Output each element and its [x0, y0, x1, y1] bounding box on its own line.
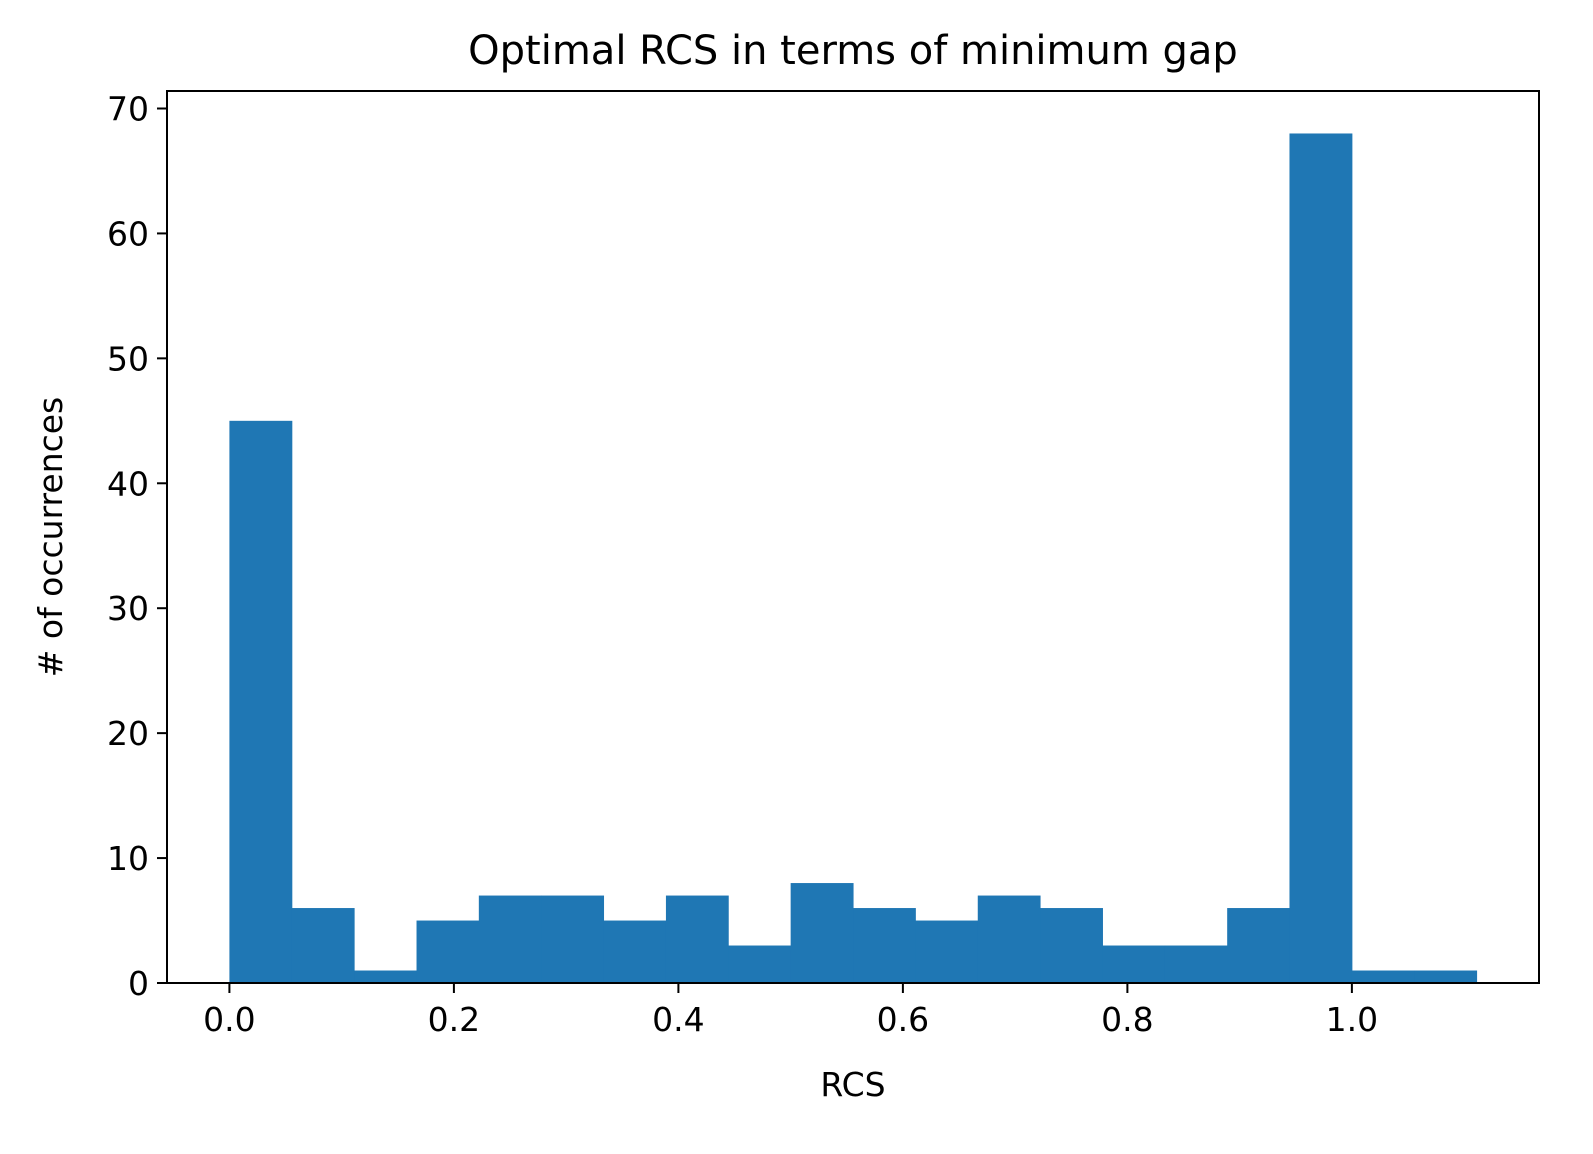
- histogram-bar: [291, 908, 355, 983]
- y-tick-label: 70: [107, 89, 149, 128]
- y-axis-ticks: 0 10 20 30 40 50 60 70: [107, 89, 167, 1003]
- y-tick-label: 20: [107, 714, 149, 753]
- y-tick-label: 40: [107, 464, 149, 503]
- histogram-bar: [665, 895, 729, 983]
- x-tick-label: 0.0: [203, 1000, 255, 1039]
- y-tick-label: 10: [107, 839, 149, 878]
- bars-group: [229, 133, 1478, 983]
- histogram-bar: [229, 420, 293, 983]
- plot-frame: [166, 90, 1540, 984]
- histogram-bar: [915, 920, 979, 983]
- histogram-bar: [977, 895, 1041, 983]
- y-axis-label: # of occurrences: [31, 397, 70, 678]
- histogram-bar: [1351, 970, 1415, 983]
- histogram-bar: [354, 970, 418, 983]
- y-tick-label: 60: [107, 214, 149, 253]
- y-tick-label: 0: [128, 964, 149, 1003]
- histogram-bar: [853, 908, 916, 983]
- histogram-bar: [541, 895, 605, 983]
- histogram-bar: [1040, 908, 1103, 983]
- histogram-bar: [478, 895, 542, 983]
- histogram-bar: [728, 945, 792, 983]
- x-tick-label: 1.0: [1326, 1000, 1378, 1039]
- histogram-bar: [1102, 945, 1166, 983]
- x-tick-label: 0.6: [877, 1000, 929, 1039]
- histogram-bar: [790, 883, 854, 983]
- x-tick-label: 0.4: [652, 1000, 704, 1039]
- chart-title: Optimal RCS in terms of minimum gap: [468, 28, 1238, 74]
- histogram-bar: [1289, 133, 1353, 983]
- x-axis-label: RCS: [820, 1065, 885, 1104]
- y-tick-label: 50: [107, 339, 149, 378]
- histogram-bar: [1164, 945, 1228, 983]
- x-tick-label: 0.8: [1101, 1000, 1153, 1039]
- y-tick-label: 30: [107, 589, 149, 628]
- histogram-bar: [603, 920, 667, 983]
- x-tick-label: 0.2: [428, 1000, 480, 1039]
- histogram-bar: [1227, 908, 1290, 983]
- histogram-bar: [1414, 970, 1478, 983]
- x-axis-ticks: 0.0 0.2 0.4 0.6 0.8 1.0: [203, 983, 1378, 1039]
- histogram-bar: [416, 920, 480, 983]
